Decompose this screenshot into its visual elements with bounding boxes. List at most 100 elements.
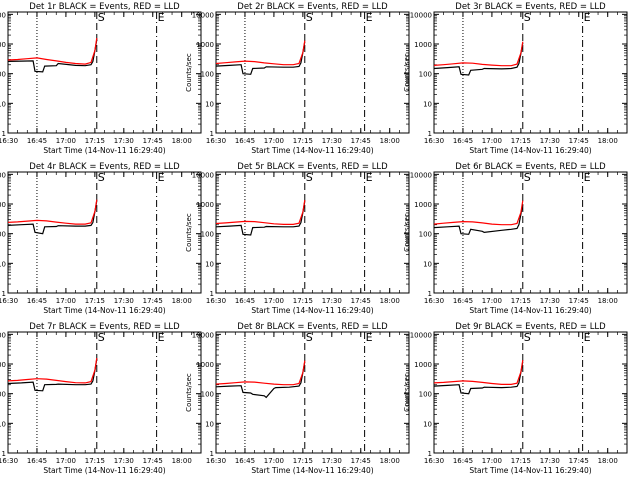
y-tick-label: 1 (210, 130, 214, 138)
x-tick-label: 17:15 (85, 297, 105, 305)
x-axis-label: Start Time (14-Nov-11 16:29:40) (469, 146, 591, 155)
x-tick-label: 17:45 (143, 457, 163, 465)
y-tick-label: 100 (201, 391, 214, 399)
x-axis-label: Start Time (14-Nov-11 16:29:40) (469, 466, 591, 475)
y-tick-label: 100 (201, 71, 214, 79)
x-tick-label: 17:15 (293, 297, 313, 305)
x-tick-label: 16:30 (424, 137, 444, 145)
lld-series-line (7, 37, 98, 65)
panel-title: Det 9r BLACK = Events, RED = LLD (455, 322, 606, 332)
y-tick-label: 10000 (0, 171, 6, 179)
x-tick-label: 17:45 (569, 137, 589, 145)
y-tick-label: 10000 (192, 331, 214, 339)
x-axis-label: Start Time (14-Nov-11 16:29:40) (43, 466, 165, 475)
detector-panel: Det 2r BLACK = Events, RED = LLD 1 10 100 10… (185, 2, 410, 155)
x-axis-label: Start Time (14-Nov-11 16:29:40) (251, 306, 373, 315)
x-tick-label: 16:30 (206, 297, 226, 305)
x-tick-label: 16:30 (0, 297, 18, 305)
y-tick-label: 10 (205, 420, 214, 428)
x-tick-label: 16:45 (27, 457, 47, 465)
y-tick-label: 100 (201, 231, 214, 239)
y-tick-label: 10 (0, 420, 6, 428)
time-marker-label: S (524, 11, 531, 24)
y-axis-label: Counts/sec (403, 373, 411, 412)
y-tick-label: 1 (2, 450, 6, 458)
time-marker-label: S (524, 171, 531, 184)
y-tick-label: 10 (205, 100, 214, 108)
y-tick-label: 1000 (414, 201, 432, 209)
y-tick-label: 10 (423, 100, 432, 108)
x-tick-label: 17:30 (114, 457, 134, 465)
y-tick-label: 10000 (0, 11, 6, 19)
x-tick-label: 16:45 (235, 457, 255, 465)
y-tick-label: 1000 (0, 41, 6, 49)
panel-title: Det 3r BLACK = Events, RED = LLD (455, 2, 606, 12)
x-tick-label: 16:30 (206, 137, 226, 145)
x-tick-label: 16:45 (235, 137, 255, 145)
x-tick-label: 16:45 (453, 457, 473, 465)
x-tick-label: 17:30 (322, 457, 342, 465)
events-series-line (433, 42, 524, 76)
detector-panel: Det 9r BLACK = Events, RED = LLD 1 10 100 10… (403, 322, 628, 475)
x-tick-label: 17:15 (85, 457, 105, 465)
x-tick-label: 16:45 (453, 297, 473, 305)
time-marker-label: S (98, 11, 105, 24)
x-tick-label: 18:00 (172, 457, 192, 465)
detector-panel: Det 8r BLACK = Events, RED = LLD 1 10 100 10… (185, 322, 410, 475)
panel-title: Det 7r BLACK = Events, RED = LLD (29, 322, 180, 332)
time-marker-label: E (158, 331, 165, 344)
detector-panel: Det 1r BLACK = Events, RED = LLD 1 10 100 10… (0, 2, 202, 155)
x-tick-label: 18:00 (598, 457, 618, 465)
x-tick-label: 17:00 (264, 457, 284, 465)
x-tick-label: 17:30 (540, 137, 560, 145)
y-tick-label: 100 (419, 71, 432, 79)
x-tick-label: 16:45 (235, 297, 255, 305)
x-tick-label: 17:00 (264, 137, 284, 145)
panel-title: Det 6r BLACK = Events, RED = LLD (455, 162, 606, 172)
x-tick-label: 16:45 (453, 137, 473, 145)
panel-title: Det 5r BLACK = Events, RED = LLD (237, 162, 388, 172)
y-tick-label: 100 (419, 231, 432, 239)
x-tick-label: 17:30 (114, 137, 134, 145)
events-series-line (7, 39, 98, 73)
time-marker-label: E (584, 11, 591, 24)
y-tick-label: 10000 (410, 331, 432, 339)
detector-panel: Det 6r BLACK = Events, RED = LLD 1 10 100 10… (403, 162, 628, 315)
y-tick-label: 1000 (414, 361, 432, 369)
x-tick-label: 16:30 (206, 457, 226, 465)
y-tick-label: 1000 (0, 201, 6, 209)
detector-panel: Det 3r BLACK = Events, RED = LLD 1 10 100 10… (403, 2, 628, 155)
y-axis-label: Counts/sec (185, 373, 193, 412)
y-tick-label: 1 (2, 290, 6, 298)
time-marker-label: E (584, 171, 591, 184)
y-tick-label: 10000 (0, 331, 6, 339)
lld-series-line (433, 360, 524, 385)
y-tick-label: 1 (210, 290, 214, 298)
x-tick-label: 16:45 (27, 297, 47, 305)
x-tick-label: 17:15 (293, 137, 313, 145)
x-tick-label: 18:00 (380, 457, 400, 465)
x-tick-label: 17:30 (114, 297, 134, 305)
events-series-line (215, 361, 306, 399)
events-series-line (433, 203, 524, 235)
x-tick-label: 17:45 (351, 137, 371, 145)
x-tick-label: 17:30 (540, 297, 560, 305)
panel-title: Det 2r BLACK = Events, RED = LLD (237, 2, 388, 12)
x-tick-label: 17:45 (143, 137, 163, 145)
y-tick-label: 10000 (192, 171, 214, 179)
x-tick-label: 17:45 (351, 457, 371, 465)
time-marker-label: E (366, 171, 373, 184)
x-tick-label: 17:00 (482, 137, 502, 145)
y-tick-label: 1 (428, 130, 432, 138)
lld-series-line (215, 40, 306, 66)
x-tick-label: 18:00 (380, 137, 400, 145)
y-tick-label: 10000 (410, 171, 432, 179)
time-marker-label: E (584, 331, 591, 344)
y-tick-label: 10000 (410, 11, 432, 19)
x-tick-label: 16:30 (424, 297, 444, 305)
y-axis-label: Counts/sec (185, 53, 193, 92)
detector-panel: Det 7r BLACK = Events, RED = LLD 1 10 100 10… (0, 322, 202, 475)
x-tick-label: 16:30 (0, 457, 18, 465)
